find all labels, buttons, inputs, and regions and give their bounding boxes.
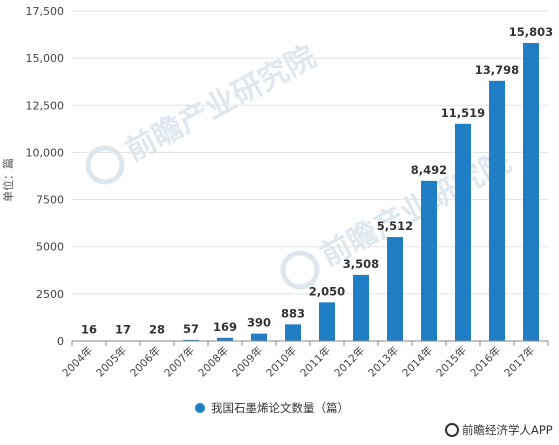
data-label: 3,508 [343,257,379,271]
x-tick-label: 2013年 [366,344,402,380]
watermark: 前瞻产业研究院 前瞻产业研究院 [82,39,517,294]
x-tick-label: 2012年 [332,344,368,380]
bar [489,81,505,341]
y-tick-label: 15,000 [26,52,65,65]
data-label: 15,803 [509,25,553,39]
x-tick-label: 2011年 [298,344,334,380]
legend: 我国石墨烯论文数量（篇） [195,401,349,415]
bar [455,124,471,341]
data-label: 13,798 [475,63,519,77]
data-label: 169 [213,320,237,334]
y-tick-label: 5000 [36,241,64,254]
bar [353,275,369,341]
x-axis: 2004年 2005年 2006年 2007年 2008年 2009年 2010年 2011年… [60,341,548,379]
bar [251,334,267,341]
bar [319,302,335,341]
x-tick-label: 2004年 [60,344,96,380]
bar [387,237,403,341]
y-tick-label: 17,500 [26,5,65,18]
x-tick-label: 2017年 [502,344,538,380]
data-label: 5,512 [377,219,413,233]
y-tick-label: 2500 [36,288,64,301]
x-tick-label: 2005年 [94,344,130,380]
qianzhan-logo-icon [82,142,128,188]
x-tick-label: 2008年 [196,344,232,380]
data-label: 390 [247,316,271,330]
data-label: 883 [281,306,305,320]
data-label: 2,050 [309,284,345,298]
data-label: 17 [115,323,131,337]
source-text: 前瞻经济学人APP [462,423,553,437]
x-tick-label: 2014年 [400,344,436,380]
bar [285,324,301,341]
x-tick-label: 2016年 [468,344,504,380]
data-label: 28 [149,322,165,336]
x-tick-label: 2009年 [230,344,266,380]
qianzhan-logo-icon [446,424,458,436]
y-axis: 0 2500 5000 7500 10,000 12,500 15,000 17,500 [26,5,65,348]
x-tick-label: 2006年 [128,344,164,380]
y-axis-label: 单位：篇 [1,158,15,202]
legend-label: 我国石墨烯论文数量（篇） [211,401,349,415]
y-tick-label: 0 [57,335,64,348]
data-label: 57 [183,322,199,336]
legend-swatch [195,403,205,413]
data-label: 8,492 [411,163,447,177]
x-tick-label: 2015年 [434,344,470,380]
bar [523,43,539,341]
source: 前瞻经济学人APP [446,423,553,437]
x-tick-label: 2010年 [264,344,300,380]
x-tick-label: 2007年 [162,344,198,380]
data-label: 11,519 [441,106,485,120]
y-tick-label: 7500 [36,194,64,207]
y-tick-label: 10,000 [26,146,65,159]
y-tick-label: 12,500 [26,99,65,112]
data-label: 16 [81,323,97,337]
bar [421,181,437,341]
